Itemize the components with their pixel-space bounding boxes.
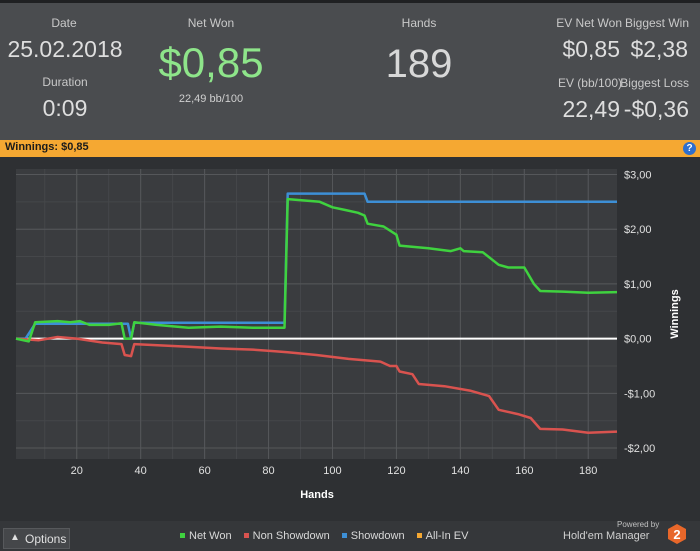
y-tick-label: $2,00 (624, 224, 652, 236)
x-tick-label: 60 (198, 465, 210, 477)
y-tick-label: -$1,00 (624, 388, 655, 400)
duration-value: 0:09 (42, 95, 88, 121)
legend-swatch (243, 533, 249, 538)
bb-per-100: 22,49 bb/100 (178, 93, 244, 105)
x-tick-label: 20 (71, 465, 83, 477)
legend-item-non-showdown[interactable]: Non Showdown (243, 530, 330, 542)
legend-swatch (341, 533, 347, 538)
hands-label: Hands (401, 16, 437, 30)
biggest-loss-value: -$0,36 (623, 96, 689, 122)
stats-panel: Date 25.02.2018 Duration 0:09 Net Won $0… (0, 3, 700, 140)
x-axis-label: Hands (300, 489, 334, 501)
net-won-label: Net Won (187, 16, 235, 30)
hands-value: 189 (385, 42, 453, 86)
legend-swatch (416, 533, 422, 538)
ev-bb-value: 22,49 (562, 96, 620, 122)
winnings-chart: $3,00 $2,00 $1,00 $0,00 -$1,00 -$2,00 20 40 60 8… (0, 157, 700, 521)
winnings-banner: Winnings: $0,85 ? (0, 140, 700, 157)
y-axis-label: Winnings (669, 289, 681, 338)
help-icon[interactable]: ? (683, 142, 696, 155)
chart-legend: Net Won Non Showdown Showdown All-In EV (180, 530, 477, 542)
x-tick-label: 160 (515, 465, 533, 477)
net-won-value: $0,85 (158, 39, 264, 86)
y-tick-label: $1,00 (624, 279, 652, 291)
winnings-chart-svg: $3,00 $2,00 $1,00 $0,00 -$1,00 -$2,00 20 40 60 8… (15, 169, 681, 501)
x-tick-label: 80 (262, 465, 274, 477)
date-label: Date (51, 16, 77, 30)
legend-label: Showdown (350, 530, 405, 542)
ev-net-won-value: $0,85 (562, 36, 620, 62)
y-tick-label: $3,00 (624, 169, 652, 181)
x-tick-label: 120 (387, 465, 405, 477)
caret-up-icon: ▲ (10, 532, 20, 543)
options-label: Options (25, 532, 67, 546)
brand-name: Hold'em Manager (563, 530, 650, 542)
legend-item-net-won[interactable]: Net Won (180, 530, 232, 542)
logo-text: 2 (673, 527, 680, 542)
window-top-bar (0, 0, 700, 3)
holdem-manager-logo-icon: 2 (668, 524, 686, 544)
duration-label: Duration (42, 75, 88, 89)
x-tick-label: 100 (323, 465, 341, 477)
ev-bb-label: EV (bb/100) (557, 76, 622, 90)
legend-item-all-in-ev[interactable]: All-In EV (416, 530, 469, 542)
date-value: 25.02.2018 (7, 36, 123, 62)
legend-label: Net Won (189, 530, 232, 542)
plot-background (16, 169, 617, 459)
biggest-win-value: $2,38 (630, 36, 688, 62)
x-tick-label: 180 (579, 465, 597, 477)
biggest-win-label: Biggest Win (624, 16, 689, 30)
y-tick-label: -$2,00 (624, 443, 655, 455)
legend-item-showdown[interactable]: Showdown (341, 530, 405, 542)
x-tick-label: 140 (451, 465, 469, 477)
options-button[interactable]: ▲ Options (3, 528, 70, 549)
legend-swatch (180, 533, 185, 538)
series-net-won (15, 197, 618, 343)
legend-label: All-In EV (425, 530, 469, 542)
y-tick-label: $0,00 (624, 334, 652, 346)
winnings-banner-text: Winnings: $0,85 (5, 141, 89, 153)
bottom-bar: ▲ Options Net Won Non Showdown Showdown … (0, 520, 700, 551)
ev-net-won-label: EV Net Won (556, 16, 622, 30)
x-tick-label: 40 (135, 465, 147, 477)
biggest-loss-label: Biggest Loss (620, 76, 689, 90)
powered-by-text: Powered by (617, 520, 660, 529)
legend-label: Non Showdown (252, 530, 330, 542)
series-non-showdown (15, 335, 618, 434)
